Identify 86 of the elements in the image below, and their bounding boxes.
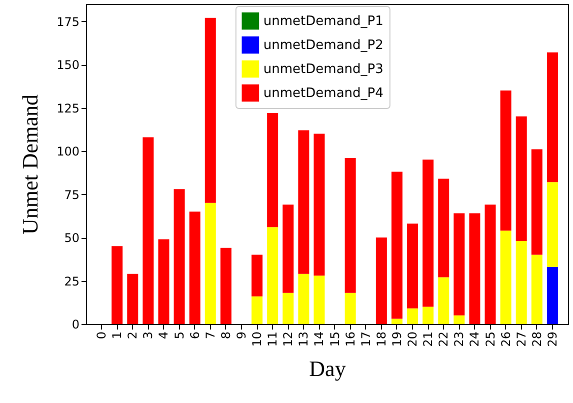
bar bbox=[314, 134, 325, 276]
y-tick-label: 175 bbox=[56, 14, 80, 29]
bar bbox=[407, 224, 418, 308]
bar bbox=[127, 274, 138, 324]
x-axis-title: Day bbox=[309, 356, 346, 381]
x-tick-label: 18 bbox=[374, 332, 388, 347]
bar bbox=[516, 240, 527, 324]
bar bbox=[220, 248, 232, 324]
x-tick-label: 14 bbox=[312, 332, 326, 347]
bar bbox=[438, 277, 450, 324]
bar bbox=[500, 230, 512, 324]
bar bbox=[282, 292, 294, 324]
bar bbox=[546, 52, 558, 182]
legend-label: unmetDemand_P2 bbox=[263, 38, 384, 53]
bar bbox=[174, 189, 185, 324]
x-tick-label: 9 bbox=[234, 332, 248, 340]
x-tick-label: 4 bbox=[156, 332, 171, 340]
x-tick-label: 5 bbox=[172, 332, 186, 340]
bar bbox=[267, 227, 278, 324]
x-tick-label: 8 bbox=[218, 332, 233, 340]
bar bbox=[469, 213, 480, 324]
bar bbox=[298, 274, 310, 324]
x-tick-label: 27 bbox=[514, 332, 528, 347]
x-tick-label: 15 bbox=[328, 332, 342, 347]
x-tick-label: 0 bbox=[94, 332, 109, 340]
legend-label: unmetDemand_P1 bbox=[263, 14, 384, 29]
x-tick-label: 3 bbox=[141, 332, 156, 340]
bar bbox=[344, 292, 356, 324]
bar bbox=[454, 315, 465, 324]
x-tick-label: 13 bbox=[296, 332, 311, 347]
bar bbox=[376, 238, 387, 324]
x-tick-label: 19 bbox=[390, 332, 404, 347]
bar bbox=[282, 204, 294, 293]
bar bbox=[252, 296, 263, 324]
bar bbox=[422, 160, 434, 307]
x-tick-label: 1 bbox=[110, 332, 124, 340]
x-tick-label: 16 bbox=[343, 332, 358, 347]
bar bbox=[204, 18, 216, 203]
bar bbox=[158, 239, 170, 324]
bar bbox=[142, 137, 154, 324]
bar bbox=[267, 112, 278, 228]
y-axis-title: Unmet Demand bbox=[18, 94, 43, 234]
bar bbox=[407, 308, 418, 324]
y-tick-label: 125 bbox=[56, 101, 80, 116]
bar bbox=[252, 254, 263, 296]
y-tick-label: 100 bbox=[56, 144, 80, 159]
bar bbox=[391, 318, 402, 324]
y-tick-label: 50 bbox=[64, 231, 80, 246]
bar bbox=[344, 158, 356, 293]
bar bbox=[531, 149, 542, 255]
x-tick-label: 17 bbox=[358, 332, 373, 347]
x-tick-label: 2 bbox=[126, 332, 140, 340]
bar bbox=[500, 90, 512, 231]
x-tick-label: 26 bbox=[498, 332, 513, 347]
x-tick-label: 7 bbox=[203, 332, 218, 340]
x-tick-label: 11 bbox=[266, 332, 280, 347]
bar bbox=[314, 276, 325, 324]
x-tick-label: 12 bbox=[281, 332, 296, 347]
bar bbox=[546, 266, 558, 324]
bar bbox=[454, 213, 465, 316]
y-tick-label: 25 bbox=[64, 274, 80, 288]
x-tick-label: 20 bbox=[406, 332, 420, 347]
x-tick-label: 29 bbox=[545, 332, 560, 347]
bar bbox=[189, 212, 200, 324]
x-tick-label: 21 bbox=[421, 332, 436, 347]
x-tick-label: 25 bbox=[483, 332, 498, 347]
bar bbox=[546, 182, 558, 267]
x-tick-label: 10 bbox=[250, 332, 264, 347]
bar bbox=[484, 204, 496, 324]
bar bbox=[516, 116, 527, 241]
bar bbox=[422, 306, 434, 324]
x-tick-label: 6 bbox=[188, 332, 202, 340]
x-tick-label: 28 bbox=[530, 332, 544, 347]
y-tick-label: 150 bbox=[56, 58, 80, 72]
legend-label: unmetDemand_P4 bbox=[263, 86, 384, 101]
bar bbox=[438, 178, 450, 278]
x-tick-label: 24 bbox=[468, 332, 482, 347]
x-tick-label: 22 bbox=[436, 332, 451, 347]
bar bbox=[204, 202, 216, 324]
x-tick-label: 23 bbox=[452, 332, 466, 347]
legend-label: unmetDemand_P3 bbox=[263, 62, 384, 77]
bar bbox=[531, 254, 542, 324]
bar bbox=[391, 172, 402, 319]
y-tick-label: 75 bbox=[64, 188, 80, 202]
bar bbox=[112, 246, 123, 324]
bar bbox=[298, 130, 310, 274]
